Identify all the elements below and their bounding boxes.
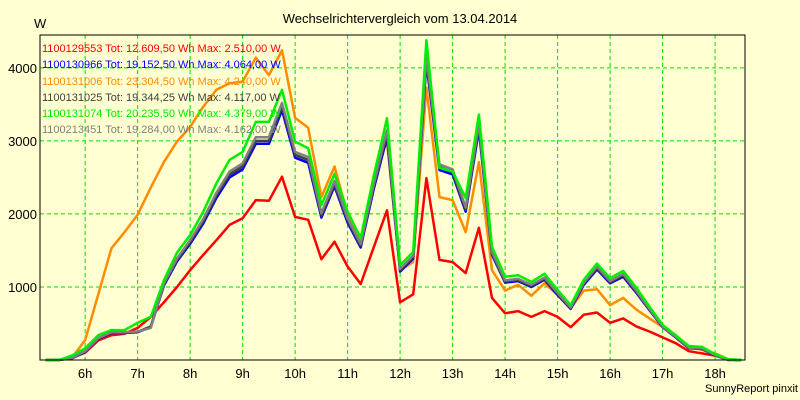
x-tick-label: 15h [547,366,569,381]
legend-entry-1100213451: 1100213451 Tot: 19.284,00 Wh Max: 4.162,… [42,124,281,137]
legend-entry-1100131006: 1100131006 Tot: 23.304,50 Wh Max: 4.240,… [42,75,281,88]
y-tick-label: 1000 [8,280,37,295]
plot-border [39,34,746,361]
chart-title: Wechselrichtervergleich vom 13.04.2014 [282,11,518,26]
x-tick-label: 11h [337,366,358,381]
x-tick-label: 13h [442,366,464,381]
x-tick-label: 8h [183,366,197,381]
x-tick-label: 9h [235,366,249,381]
x-tick-label: 18h [704,366,726,381]
legend-entry-1100131025: 1100131025 Tot: 19.344,25 Wh Max: 4.117,… [42,91,280,104]
y-tick-label: 2000 [8,207,37,222]
x-tick-label: 16h [599,366,621,381]
credit-text: SunnyReport pinxit [705,383,798,395]
x-tick-label: 10h [284,366,306,381]
x-tick-label: 12h [389,366,411,381]
legend-entry-1100131074: 1100131074 Tot: 20.235,50 Wh Max: 4.379,… [42,108,281,121]
y-tick-label: 4000 [8,61,37,76]
y-tick-label: 3000 [8,134,37,149]
series-line-1100131074 [45,38,742,362]
legend-entry-1100130966: 1100130966 Tot: 19.152,50 Wh Max: 4.064,… [42,59,281,72]
y-axis-label: W [34,16,47,31]
series-line-1100129553 [45,175,742,362]
legend: 1100129553 Tot: 12.609,50 Wh Max: 2.510,… [42,41,281,139]
x-tick-label: 7h [130,366,144,381]
legend-entry-1100129553: 1100129553 Tot: 12.609,50 Wh Max: 2.510,… [42,43,281,55]
x-tick-label: 6h [78,366,92,381]
x-tick-label: 17h [652,366,674,381]
x-tick-label: 14h [494,366,516,381]
